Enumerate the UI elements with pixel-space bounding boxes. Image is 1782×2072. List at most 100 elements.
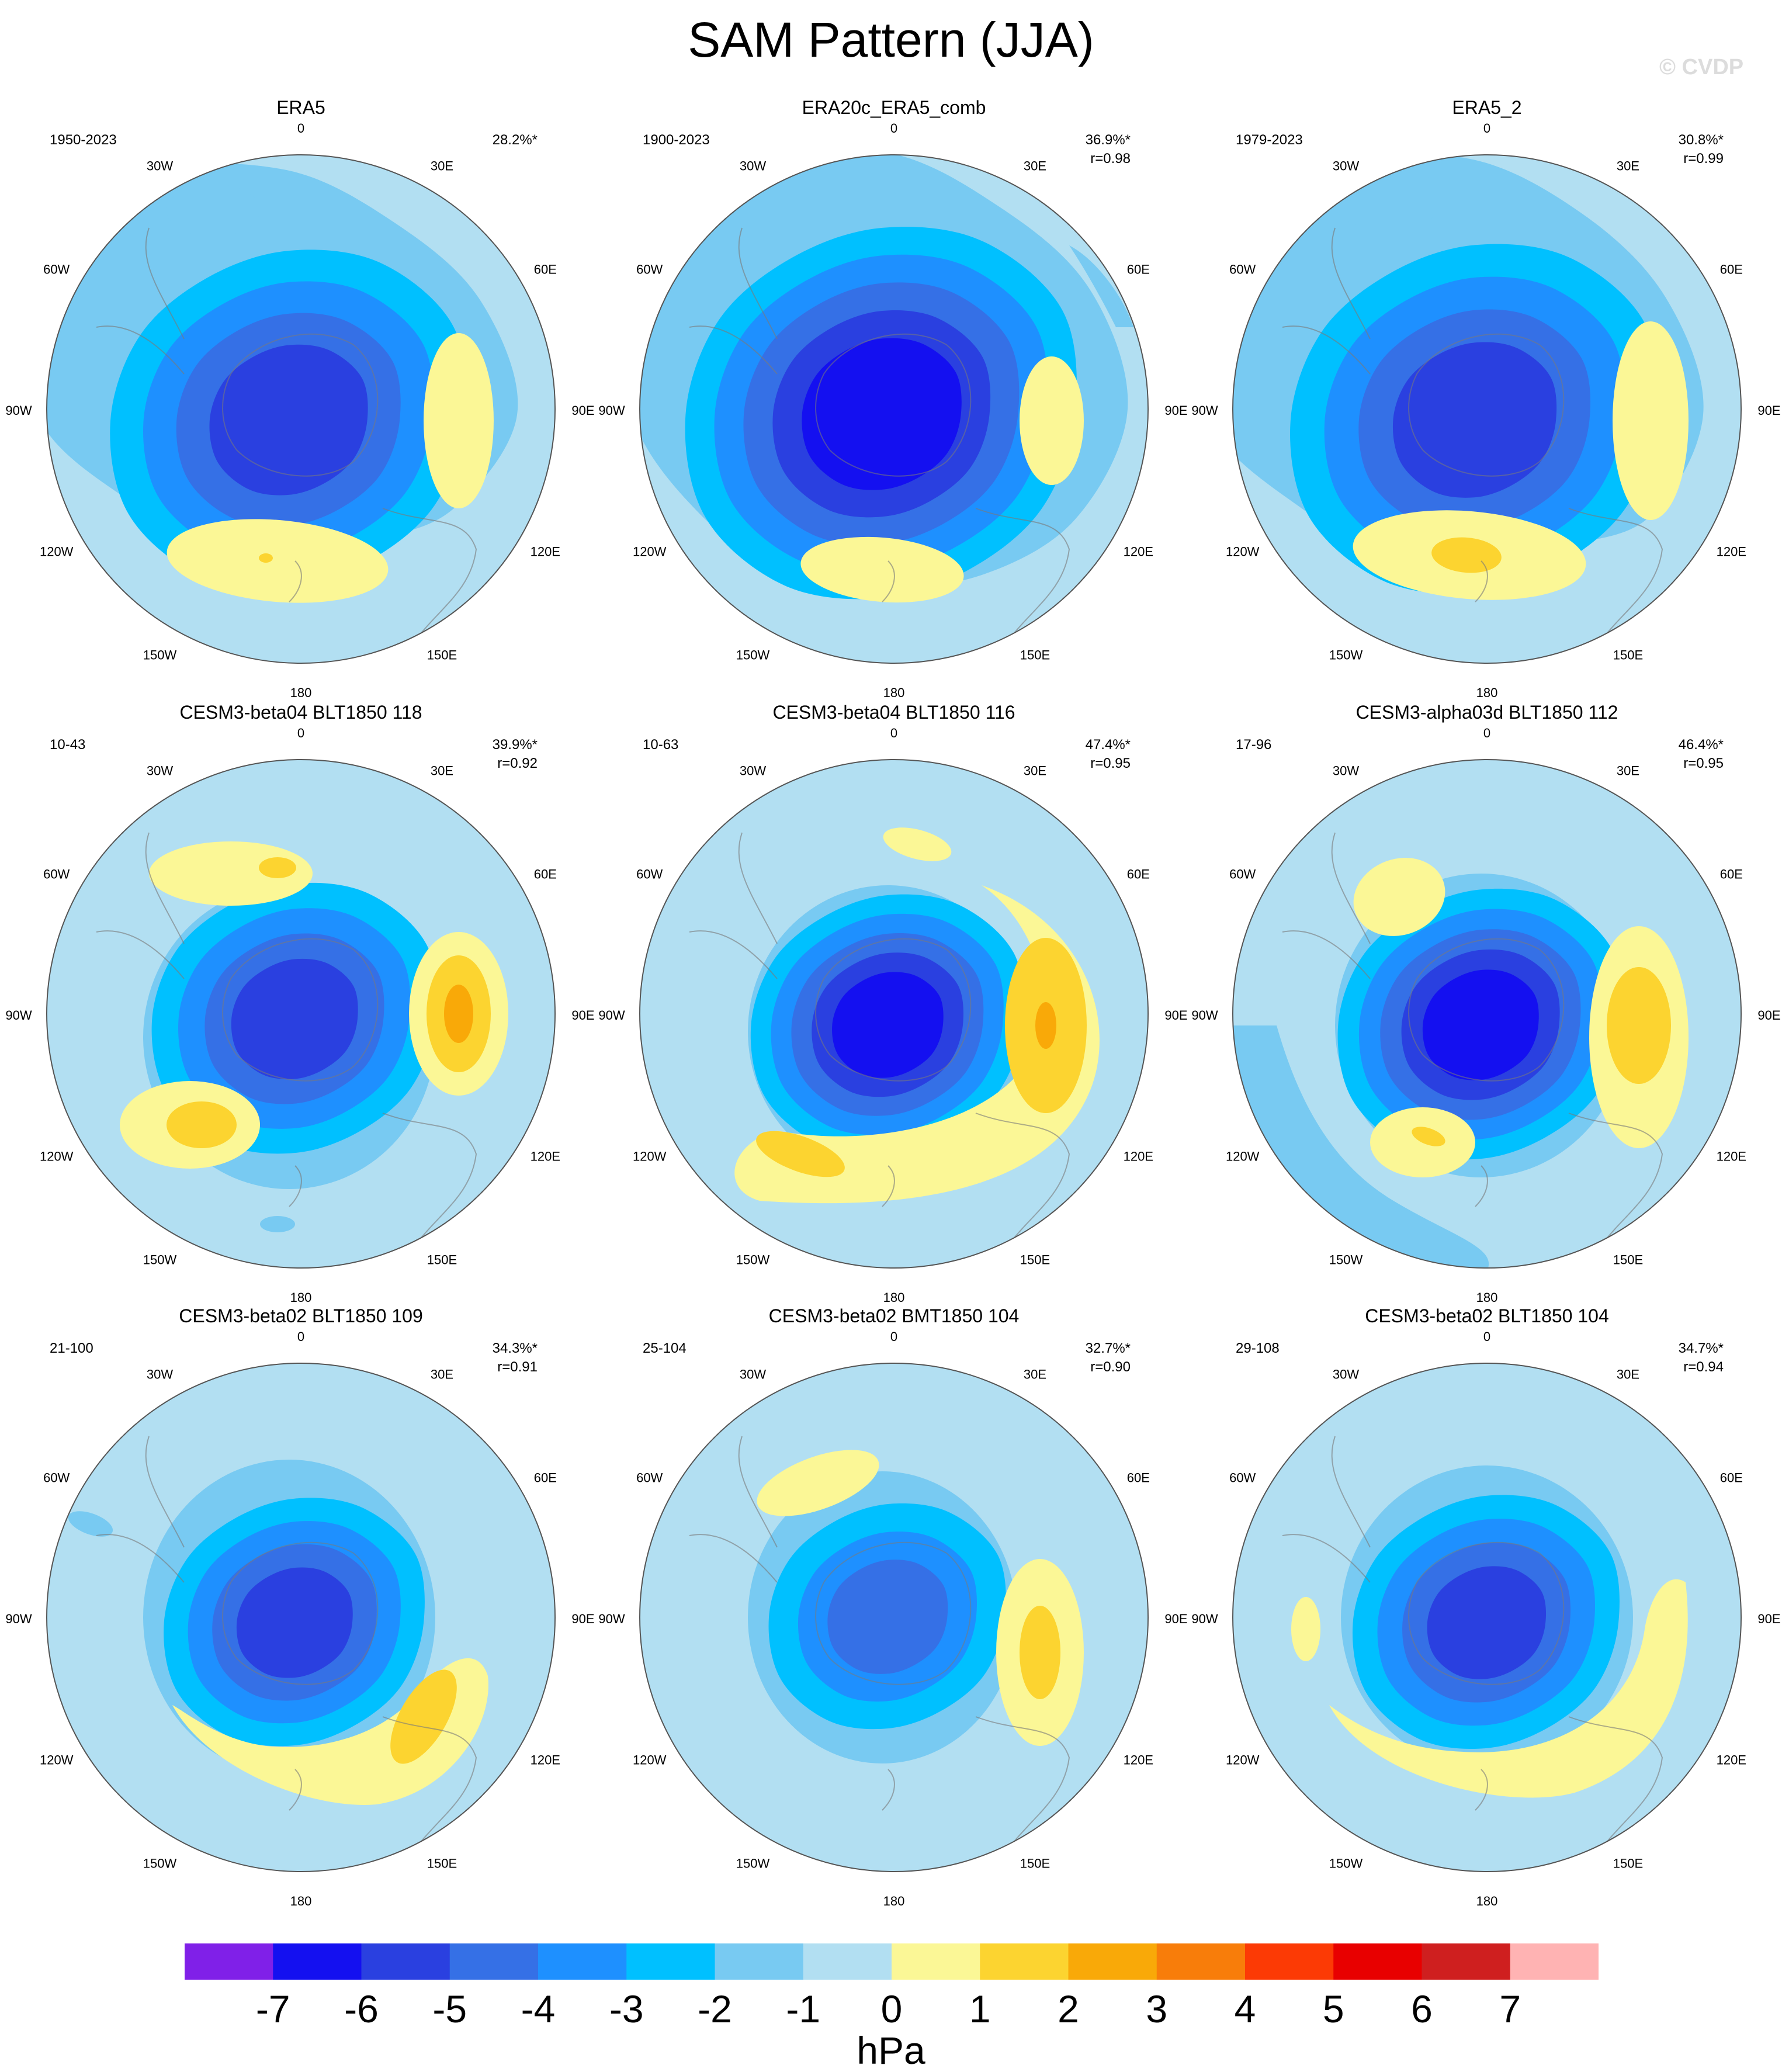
panel-years: 17-96 [1236,737,1271,753]
lon-label-lower-right: 150E [427,1252,457,1267]
colorbar-swatch [1510,1943,1599,1980]
colorbar-tick-label: 1 [969,1987,991,2031]
lon-label-lower-left: 150W [1329,1252,1363,1267]
lon-label-upper-left: 30W [1333,159,1359,174]
map-panel: 0 30E 60E 90E 120E 150E 180 150W 120W 90W 60W 30W ER… [598,97,1187,700]
watermark: © CVDP [1659,55,1744,79]
lon-label-lower-left: 150W [143,647,177,662]
panel-years: 10-43 [50,737,85,753]
lon-label-lower-left: 150W [143,1252,177,1267]
lon-label-right-lower: 120E [531,1149,560,1164]
lon-label-lower-right: 150E [427,1856,457,1870]
lon-label-upper-right: 30E [431,764,453,778]
lon-label-top: 0 [297,1329,304,1344]
colorbar-swatch [803,1943,892,1980]
lon-label-right-lower: 120E [1124,1753,1153,1768]
lon-label-right-upper: 60E [1720,867,1743,882]
panel-pattern-correlation: r=0.94 [1683,1359,1724,1375]
panel-pattern-correlation: r=0.98 [1090,151,1131,167]
lon-label-left-lower: 120W [633,1149,667,1164]
colorbar-tick-label: -7 [255,1987,290,2031]
lon-label-right-upper: 60E [1720,1471,1743,1485]
colorbar-units: hPa [857,2029,925,2072]
lon-label-upper-left: 30W [147,159,173,174]
lon-label-bottom: 180 [883,1894,905,1908]
panel-years: 1950-2023 [50,132,117,148]
lon-label-lower-left: 150W [736,1252,770,1267]
panel-pattern-correlation: r=0.95 [1090,756,1131,771]
lon-label-bottom: 180 [290,685,312,700]
colorbar-swatch [626,1943,715,1980]
lon-label-right-upper: 60E [534,867,557,882]
lon-label-bottom: 180 [1476,1894,1498,1908]
lon-label-left-upper: 60W [43,262,70,277]
colorbar-tick-label: 4 [1234,1987,1256,2031]
panel-title: CESM3-beta02 BLT1850 109 [179,1305,422,1326]
lon-label-upper-right: 30E [431,1367,453,1382]
lon-label-lower-right: 150E [1020,647,1050,662]
lon-label-top: 0 [1483,726,1490,740]
colorbar-tick-label: -2 [698,1987,732,2031]
panel-years: 25-104 [643,1340,687,1356]
panel-pattern-correlation: r=0.92 [497,756,538,771]
colorbar-swatch [715,1943,804,1980]
lon-label-left-upper: 60W [1229,262,1256,277]
panel-title: CESM3-beta02 BLT1850 104 [1365,1305,1608,1326]
lon-label-left-lower: 120W [1226,1753,1260,1768]
lon-label-right-upper: 60E [534,262,557,277]
lon-label-left: 90W [1191,1008,1218,1023]
lon-label-right: 90E [1757,403,1780,418]
colorbar-tick-label: -4 [521,1987,556,2031]
colorbar-swatch [1245,1943,1334,1980]
figure-title: SAM Pattern (JJA) [688,12,1094,67]
lon-label-lower-left: 150W [736,1856,770,1870]
lon-label-lower-left: 150W [1329,1856,1363,1870]
lon-label-left: 90W [1191,1612,1218,1626]
colorbar-swatch [361,1943,450,1980]
lon-label-left: 90W [5,1612,32,1626]
colorbar [185,1943,1599,1980]
panel-pct-variance: 34.7%* [1679,1340,1724,1356]
lon-label-lower-left: 150W [1329,647,1363,662]
panel-title: ERA5 [276,97,325,118]
panel-pct-variance: 47.4%* [1086,737,1131,753]
lon-label-lower-right: 150E [1613,1856,1643,1870]
map-panel: 0 30E 60E 90E 120E 150E 180 150W 120W 90W 60W 30W CE… [1191,1305,1780,1908]
lon-label-left-upper: 60W [636,867,663,882]
lon-label-lower-right: 150E [427,647,457,662]
lon-label-bottom: 180 [883,1290,905,1305]
lon-label-left-upper: 60W [636,1471,663,1485]
lon-label-bottom: 180 [1476,685,1498,700]
lon-label-top: 0 [890,1329,897,1344]
lon-label-left: 90W [5,1008,32,1023]
colorbar-tick-label: 0 [880,1987,903,2031]
lon-label-right-lower: 120E [531,545,560,559]
lon-label-left: 90W [598,1008,625,1023]
lon-label-right-lower: 120E [1717,545,1746,559]
panel-years: 29-108 [1236,1340,1280,1356]
colorbar-tick-label: 3 [1146,1987,1168,2031]
lon-label-left-upper: 60W [43,867,70,882]
lon-label-upper-right: 30E [1617,764,1639,778]
lon-label-upper-left: 30W [740,1367,766,1382]
colorbar-swatch [1068,1943,1157,1980]
lon-label-lower-right: 150E [1613,1252,1643,1267]
colorbar-swatch [538,1943,627,1980]
panel-pattern-correlation: r=0.99 [1683,151,1724,167]
colorbar-swatch [980,1943,1069,1980]
panel-pct-variance: 34.3%* [493,1340,538,1356]
panel-pct-variance: 39.9%* [493,737,538,753]
lon-label-left: 90W [1191,403,1218,418]
colorbar-swatch [273,1943,362,1980]
panel-pct-variance: 36.9%* [1086,132,1131,148]
lon-label-right: 90E [571,1008,594,1023]
lon-label-left-upper: 60W [1229,867,1256,882]
panel-years: 1979-2023 [1236,132,1303,148]
colorbar-tick-label: 7 [1499,1987,1521,2031]
lon-label-bottom: 180 [290,1894,312,1908]
lon-label-left-lower: 120W [633,545,667,559]
panel-title: ERA5_2 [1452,97,1521,118]
lon-label-right-lower: 120E [1124,1149,1153,1164]
lon-label-right-upper: 60E [1127,867,1150,882]
panel-pattern-correlation: r=0.91 [497,1359,538,1375]
